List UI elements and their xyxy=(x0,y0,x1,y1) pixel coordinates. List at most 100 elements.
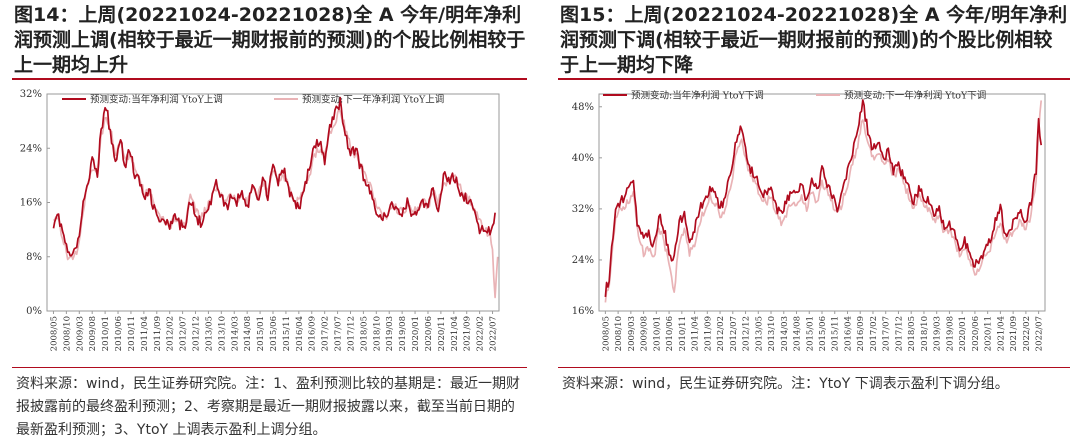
x-tick-label: 2021/04 xyxy=(996,316,1006,351)
x-tick-label: 2021/09 xyxy=(463,316,473,351)
x-tick-label: 2018/05 xyxy=(359,316,369,351)
plot-frame xyxy=(598,93,1046,312)
x-tick-label: 2008/05 xyxy=(49,316,59,351)
source-note: 资料来源：wind，民生证券研究院。注：1、盈利预测比较的基期是：最近一期财报披… xyxy=(16,376,521,438)
y-tick-label: 16% xyxy=(20,198,42,209)
x-tick-label: 2012/12 xyxy=(192,316,202,351)
x-tick-label: 2014/03 xyxy=(780,316,790,351)
y-tick-label: 24% xyxy=(572,255,594,266)
x-tick-label: 2015/06 xyxy=(818,316,828,351)
legend-label: 预测变动:当年净利润 YtoY上调 xyxy=(90,94,223,106)
x-tick-label: 2014/03 xyxy=(230,316,240,351)
x-tick-label: 2011/09 xyxy=(703,316,713,351)
x-tick-label: 2012/07 xyxy=(729,316,739,351)
x-tick-label: 2017/02 xyxy=(321,316,331,351)
series-line-1 xyxy=(604,99,1043,297)
y-tick-label: 0% xyxy=(26,306,42,317)
x-tick-label: 2019/03 xyxy=(385,316,395,351)
x-tick-label: 2015/01 xyxy=(256,316,266,351)
y-tick-label: 8% xyxy=(26,252,42,263)
x-tick-label: 2022/07 xyxy=(489,316,499,351)
x-tick-label: 2016/09 xyxy=(308,316,318,351)
x-tick-label: 2012/02 xyxy=(716,316,726,351)
x-tick-label: 2017/12 xyxy=(346,316,356,351)
line-chart-upgrade: 0% 8% 16% 24% 32% 2008/05 2008/10 2009/03 2009/0… xyxy=(20,89,500,351)
note-divider xyxy=(558,367,1070,368)
series-line-1 xyxy=(52,96,496,257)
x-tick-label: 2009/03 xyxy=(627,316,637,351)
x-tick-label: 2010/06 xyxy=(665,316,675,351)
chart-title: 图14：上周(20221024-20221028)全 A 今年/明年净利润预测上… xyxy=(14,4,526,76)
x-tick-label: 2020/01 xyxy=(411,316,421,351)
x-tick-label: 2022/02 xyxy=(476,316,486,351)
y-tick-label: 32% xyxy=(20,89,42,100)
x-tick-label: 2008/10 xyxy=(614,316,624,351)
series-line-2 xyxy=(52,108,499,299)
y-tick-label: 32% xyxy=(572,204,594,215)
title-divider xyxy=(12,78,527,80)
y-tick-label: 40% xyxy=(572,153,594,164)
x-tick-label: 2019/08 xyxy=(398,316,408,351)
series-line-2 xyxy=(604,100,1043,303)
x-tick-label: 2020/11 xyxy=(984,316,994,351)
x-tick-label: 2022/02 xyxy=(1022,316,1032,351)
x-tick-label: 2013/10 xyxy=(767,316,777,351)
x-tick-label: 2013/05 xyxy=(204,316,214,351)
y-tick-label: 48% xyxy=(572,102,594,113)
legend-label: 预测变动:下一年净利润 YtoY下调 xyxy=(844,90,986,102)
x-tick-label: 2021/04 xyxy=(450,316,460,351)
x-tick-label: 2010/11 xyxy=(127,316,137,351)
x-tick-label: 2017/07 xyxy=(334,316,344,351)
x-tick-label: 2012/02 xyxy=(166,316,176,351)
x-tick-label: 2016/09 xyxy=(856,316,866,351)
x-tick-label: 2015/11 xyxy=(831,316,841,351)
x-tick-label: 2011/04 xyxy=(691,316,701,351)
x-tick-label: 2010/11 xyxy=(678,316,688,351)
x-tick-label: 2015/11 xyxy=(282,316,292,351)
x-tick-label: 2010/06 xyxy=(114,316,124,351)
chart-panel-right: 图15：上周(20221024-20221028)全 A 今年/明年净利润预测下… xyxy=(558,0,1070,392)
x-tick-label: 2008/05 xyxy=(601,316,611,351)
x-tick-label: 2020/06 xyxy=(971,316,981,351)
source-note: 资料来源：wind，民生证券研究院。注：YtoY 下调表示盈利下调分组。 xyxy=(562,376,1009,392)
x-tick-label: 2015/01 xyxy=(805,316,815,351)
x-tick-label: 2017/02 xyxy=(869,316,879,351)
line-chart-downgrade: 16% 24% 32% 40% 48% 2008/05 2008/10 2009/03 2009… xyxy=(572,90,1046,351)
chart-panel-left: 图14：上周(20221024-20221028)全 A 今年/明年净利润预测上… xyxy=(12,0,527,438)
x-tick-label: 2012/12 xyxy=(742,316,752,351)
x-tick-label: 2019/03 xyxy=(933,316,943,351)
legend-label: 预测变动:当年净利润 YtoY下调 xyxy=(631,90,764,102)
x-tick-label: 2010/01 xyxy=(101,316,111,351)
x-tick-label: 2016/04 xyxy=(295,316,305,351)
note-divider xyxy=(12,367,527,368)
x-tick-label: 2012/07 xyxy=(179,316,189,351)
chart-title: 图15：上周(20221024-20221028)全 A 今年/明年净利润预测下… xyxy=(560,4,1068,76)
x-tick-label: 2018/05 xyxy=(907,316,917,351)
x-tick-label: 2019/08 xyxy=(945,316,955,351)
x-tick-label: 2022/07 xyxy=(1035,316,1045,351)
x-tick-label: 2017/12 xyxy=(894,316,904,351)
x-tick-label: 2013/10 xyxy=(217,316,227,351)
x-tick-label: 2014/08 xyxy=(793,316,803,351)
x-tick-label: 2020/06 xyxy=(424,316,434,351)
x-tick-label: 2011/04 xyxy=(140,316,150,351)
x-tick-label: 2020/01 xyxy=(958,316,968,351)
x-tick-label: 2009/08 xyxy=(88,316,98,351)
y-tick-label: 24% xyxy=(20,143,42,154)
x-tick-label: 2013/05 xyxy=(754,316,764,351)
x-tick-label: 2008/10 xyxy=(62,316,72,351)
x-tick-label: 2014/08 xyxy=(243,316,253,351)
x-tick-label: 2009/08 xyxy=(640,316,650,351)
title-divider xyxy=(558,78,1070,80)
x-tick-label: 2018/10 xyxy=(372,316,382,351)
plot-frame xyxy=(46,93,500,312)
x-tick-label: 2017/07 xyxy=(882,316,892,351)
x-tick-label: 2020/11 xyxy=(437,316,447,351)
x-tick-label: 2010/01 xyxy=(652,316,662,351)
y-tick-label: 16% xyxy=(572,306,594,317)
x-tick-label: 2016/04 xyxy=(843,316,853,351)
x-tick-label: 2021/09 xyxy=(1009,316,1019,351)
x-tick-label: 2015/06 xyxy=(269,316,279,351)
x-tick-label: 2018/10 xyxy=(920,316,930,351)
x-tick-label: 2011/09 xyxy=(153,316,163,351)
